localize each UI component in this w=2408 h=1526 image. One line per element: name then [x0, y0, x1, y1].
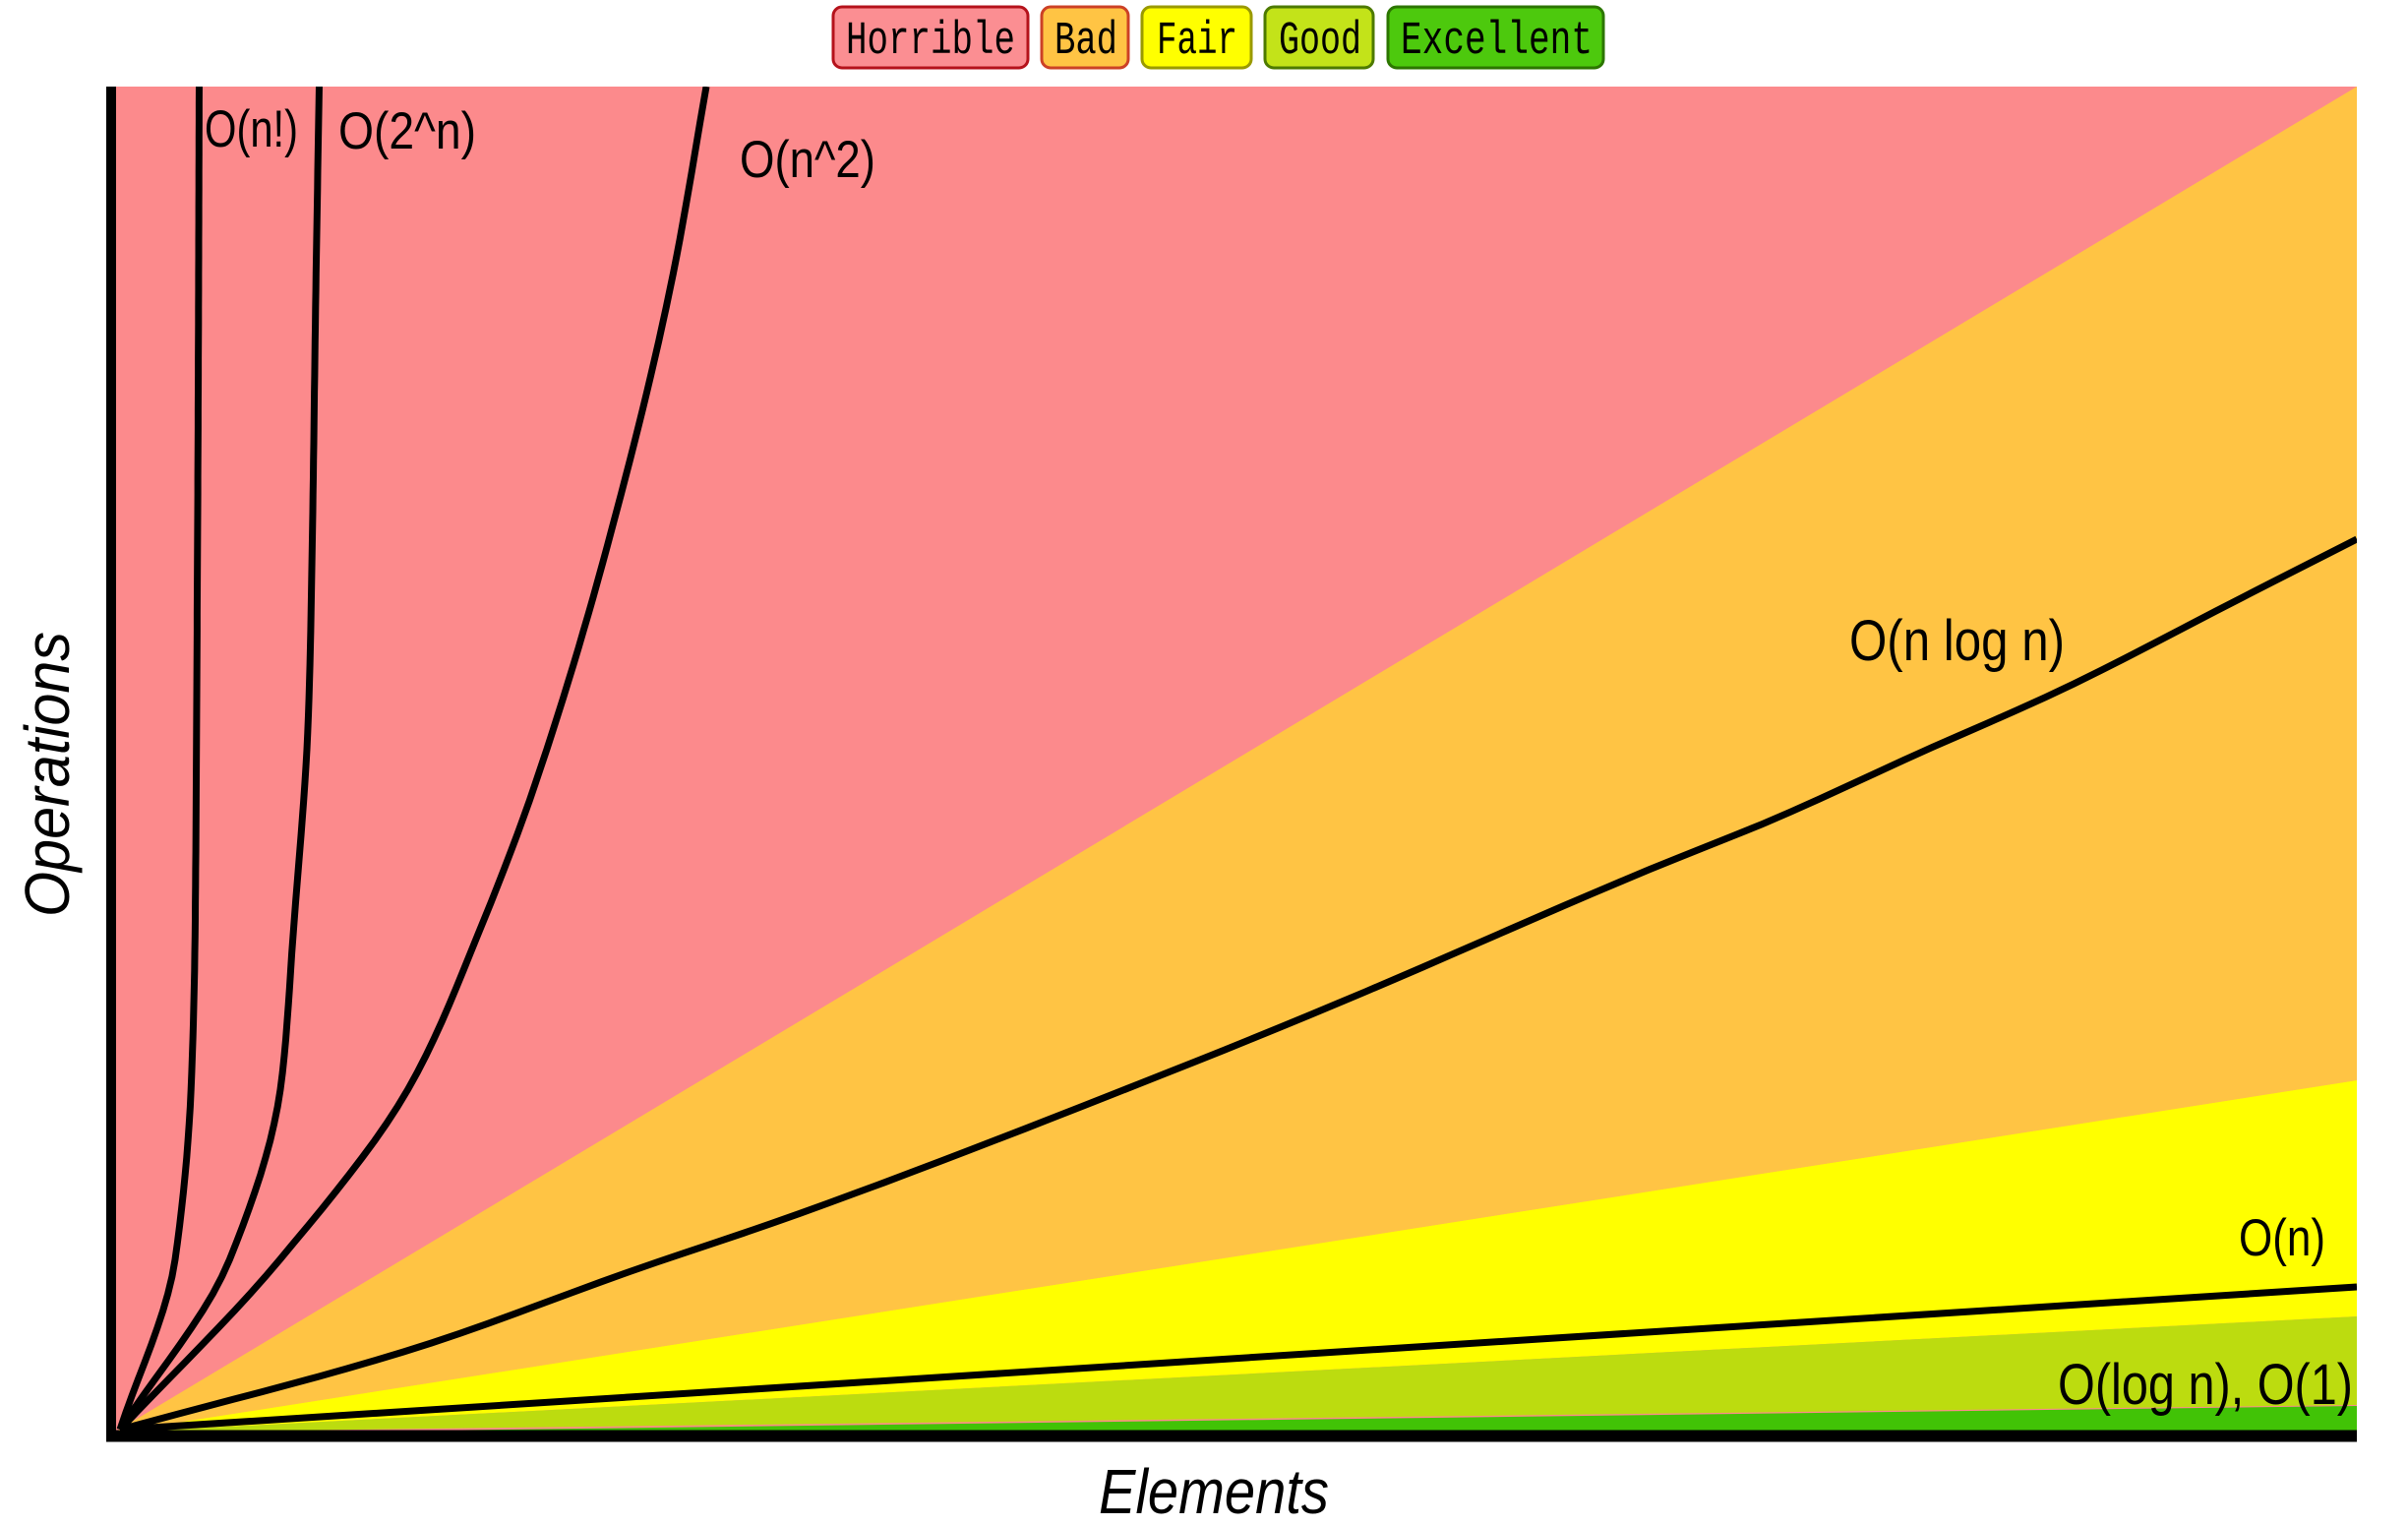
svg-text:Fair: Fair [1157, 16, 1237, 68]
svg-text:Excellent: Excellent [1401, 16, 1593, 68]
svg-text:Good: Good [1279, 16, 1361, 68]
svg-text:Operations: Operations [12, 632, 83, 917]
svg-text:O(log n), O(1): O(log n), O(1) [2058, 1353, 2353, 1417]
svg-text:O(n): O(n) [2239, 1209, 2325, 1267]
svg-text:O(2^n): O(2^n) [338, 102, 476, 160]
svg-text:O(n log n): O(n log n) [1849, 609, 2065, 673]
svg-text:O(n^2): O(n^2) [740, 131, 875, 189]
svg-text:Bad: Bad [1054, 16, 1117, 68]
svg-text:Elements: Elements [1099, 1456, 1329, 1521]
svg-text:O(n!): O(n!) [205, 100, 298, 158]
svg-text:Horrible: Horrible [846, 16, 1015, 68]
